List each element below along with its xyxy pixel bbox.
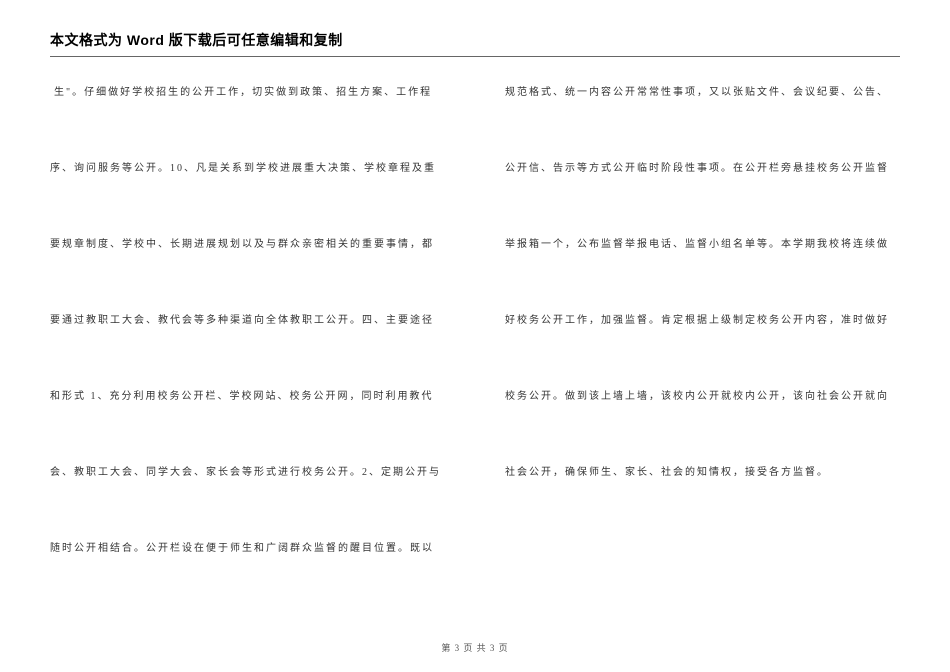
body-line: 生"。仔细做好学校招生的公开工作，切实做到政策、招生方案、工作程	[50, 85, 445, 101]
body-line: 社会公开，确保师生、家长、社会的知情权，接受各方监督。	[505, 465, 900, 481]
body-line: 举报箱一个，公布监督举报电话、监督小组名单等。本学期我校将连续做	[505, 237, 900, 253]
page-footer: 第 3 页 共 3 页	[0, 641, 950, 654]
document-header: 本文格式为 Word 版下载后可任意编辑和复制	[50, 30, 900, 57]
body-line: 校务公开。做到该上墙上墙，该校内公开就校内公开，该向社会公开就向	[505, 389, 900, 405]
header-title: 本文格式为 Word 版下载后可任意编辑和复制	[50, 32, 343, 48]
body-line: 会、教职工大会、同学大会、家长会等形式进行校务公开。2、定期公开与	[50, 465, 445, 481]
page-number: 第 3 页 共 3 页	[441, 643, 508, 653]
document-page: 本文格式为 Word 版下载后可任意编辑和复制 生"。仔细做好学校招生的公开工作…	[0, 0, 950, 637]
body-line: 随时公开相结合。公开栏设在便于师生和广阔群众监督的醒目位置。既以	[50, 541, 445, 557]
body-line: 要规章制度、学校中、长期进展规划以及与群众亲密相关的重要事情，都	[50, 237, 445, 253]
body-line: 序、询问服务等公开。10、凡是关系到学校进展重大决策、学校章程及重	[50, 161, 445, 177]
two-column-body: 生"。仔细做好学校招生的公开工作，切实做到政策、招生方案、工作程 序、询问服务等…	[50, 85, 900, 617]
body-line: 好校务公开工作，加强监督。肯定根据上级制定校务公开内容，准时做好	[505, 313, 900, 329]
body-line: 规范格式、统一内容公开常常性事项，又以张贴文件、会议纪要、公告、	[505, 85, 900, 101]
body-line: 和形式 1、充分利用校务公开栏、学校网站、校务公开网，同时利用教代	[50, 389, 445, 405]
right-column: 规范格式、统一内容公开常常性事项，又以张贴文件、会议纪要、公告、 公开信、告示等…	[505, 85, 900, 617]
body-line: 要通过教职工大会、教代会等多种渠道向全体教职工公开。四、主要途径	[50, 313, 445, 329]
left-column: 生"。仔细做好学校招生的公开工作，切实做到政策、招生方案、工作程 序、询问服务等…	[50, 85, 445, 617]
body-line: 公开信、告示等方式公开临时阶段性事项。在公开栏旁悬挂校务公开监督	[505, 161, 900, 177]
